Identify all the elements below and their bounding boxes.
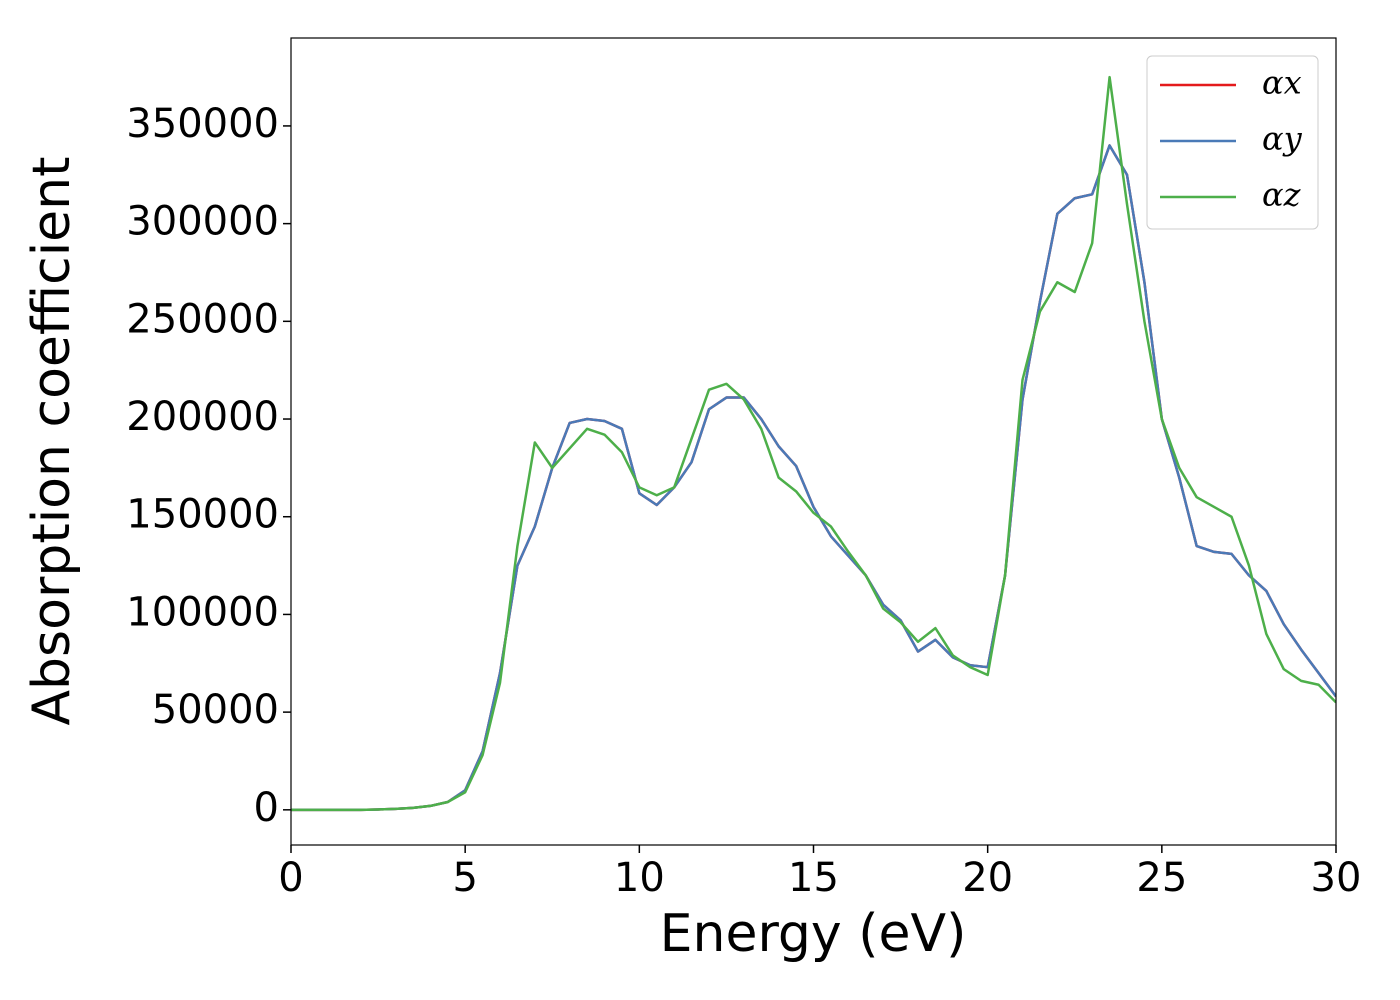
y-axis-title: Absorption coefficient (22, 156, 82, 725)
legend-box (1146, 55, 1319, 230)
x-tick-label: 15 (788, 855, 839, 901)
legend-label: αz (1262, 176, 1302, 214)
x-tick-label: 5 (452, 855, 477, 901)
y-tick-label: 150000 (126, 492, 279, 538)
y-tick-label: 250000 (126, 296, 279, 342)
x-axis-title: Energy (eV) (660, 904, 967, 964)
legend-label: αx (1262, 64, 1302, 102)
x-tick-label: 0 (278, 855, 303, 901)
y-tick-label: 0 (254, 785, 279, 831)
x-tick-label: 10 (614, 855, 665, 901)
series-line (291, 144, 1336, 812)
x-tick-label: 25 (1136, 855, 1187, 901)
y-tick-label: 350000 (126, 101, 279, 147)
x-tick-label: 30 (1311, 855, 1362, 901)
y-tick-label: 50000 (152, 687, 279, 733)
y-tick-label: 100000 (126, 589, 279, 635)
legend-label: αy (1262, 120, 1303, 158)
series-line (291, 75, 1336, 812)
y-tick-label: 200000 (126, 394, 279, 440)
y-tick-label: 300000 (126, 199, 279, 245)
plot-frame (290, 37, 1337, 846)
x-tick-label: 20 (962, 855, 1013, 901)
